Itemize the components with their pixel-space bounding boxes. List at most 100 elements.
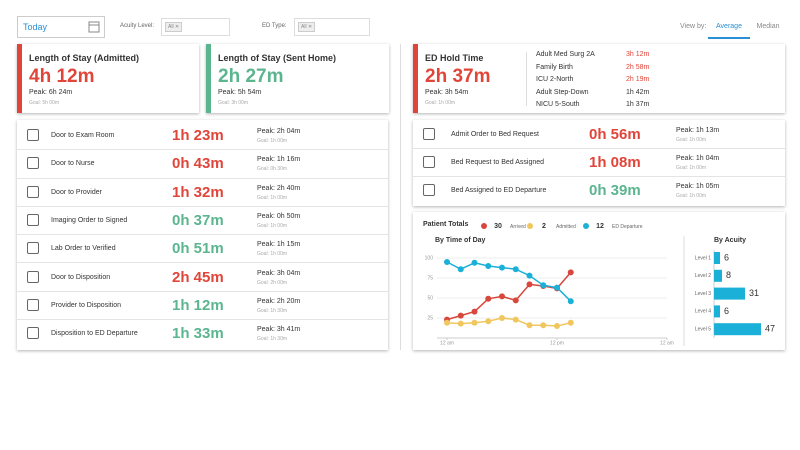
card-title: Length of Stay (Admitted) [29,53,139,63]
metric-peak: Peak: 1h 16m [257,156,301,164]
metric-peak: Peak: 2h 04m [257,128,301,136]
data-point [526,322,533,329]
y-tick-label: 25 [427,315,433,321]
card-value: 2h 37m [425,66,491,87]
metric-peak: Peak: 2h 40m [257,184,301,192]
bar [714,287,745,300]
ed-type-chip[interactable]: All ✕ [298,22,316,32]
data-point [499,264,505,271]
metric-goal: Goal: 1h 30m [257,307,288,314]
date-text: Today [23,22,48,32]
metric-icon [27,185,39,198]
metric-value: 1h 08m [589,154,641,171]
x-tick-label: 12 am [660,340,674,346]
metric-row: Bed Request to Bed Assigned 1h 08m Peak: 1… [413,149,785,177]
metric-row: Provider to Disposition 1h 12m Peak: 2h 20… [17,292,388,321]
metric-icon [27,157,39,170]
card-title: Patient Totals [423,221,469,228]
calendar-icon [88,21,100,33]
legend-count: 12 [596,223,604,230]
date-input[interactable]: Today [17,16,105,38]
data-point [457,266,464,273]
metric-label: Door to Exam Room [51,132,115,140]
acuity-chip[interactable]: All ✕ [165,22,183,32]
status-bar [17,44,22,113]
category-label: Level 2 [695,273,711,279]
metric-value: 1h 23m [172,127,224,145]
unit-value: 3h 12m [626,51,650,58]
ed-type-label: ED Type: [262,23,287,29]
card-value: 2h 27m [218,66,284,87]
metric-label: Disposition to ED Departure [51,330,138,338]
metric-icon [27,327,39,340]
metric-row: Imaging Order to Signed 0h 37m Peak: 0h 50… [17,207,388,236]
acuity-value: All [168,24,174,30]
card-value: 4h 12m [29,66,95,87]
status-bar [413,44,418,113]
metric-goal: Goal: 0h 30m [257,166,288,173]
acuity-select[interactable]: All ✕ [161,18,230,36]
metric-label: Door to Provider [51,188,102,196]
metric-goal: Goal: 2h 00m [257,279,288,286]
y-tick-label: 75 [427,275,433,281]
view-option[interactable]: Median [756,23,780,30]
data-point [485,263,492,269]
data-point [512,297,519,304]
unit-name: ICU 2-North [536,76,574,83]
card-goal: Goal: 5h 00m [29,100,60,106]
metric-goal: Goal: 1h 00m [257,194,288,201]
data-point [457,320,464,327]
divider [400,44,401,350]
legend-label: Arrived [510,224,526,230]
unit-value: 2h 19m [626,76,650,83]
unit-value: 1h 37m [626,101,650,108]
data-point [471,308,478,315]
metric-goal: Goal: 1h 00m [257,223,288,230]
metric-goal: Goal: 1h 30m [257,336,288,343]
metric-value: 0h 51m [172,240,224,258]
bar [714,323,761,336]
unit-divider [526,52,527,106]
status-bar [206,44,211,113]
metric-peak: Peak: 1h 05m [676,183,720,190]
metric-row: Door to Exam Room 1h 23m Peak: 2h 04m Goal:… [17,122,388,151]
unit-value: 1h 42m [626,88,650,96]
metric-goal: Goal: 1h 00m [676,165,707,171]
metric-value: 0h 39m [589,182,641,199]
data-point [499,315,505,321]
unit-name: Adult Med Surg 2A [536,51,595,58]
metric-value: 0h 43m [172,155,224,173]
metric-icon [423,128,435,140]
view-option[interactable]: Average [708,17,750,39]
metric-goal: Goal: 1h 00m [676,137,707,143]
metric-icon [423,184,435,196]
summary-card: ED Hold Time 2h 37m Peak: 3h 54m Goal: 1h 0… [413,44,785,113]
legend-count: 2 [542,223,546,230]
data-point [567,319,574,326]
series-line [446,261,572,302]
metric-list-card: Admit Order to Bed Request 0h 56m Peak: 1h… [413,120,785,206]
series-line [446,271,572,321]
metric-goal: Goal: 1h 00m [676,193,707,199]
metric-row: Disposition to ED Departure 1h 33m Peak: 3… [17,320,388,348]
data-point [485,295,492,302]
metric-label: Lab Order to Verified [51,245,116,253]
data-point [471,259,478,266]
metric-row: Bed Assigned to ED Departure 0h 39m Peak: … [413,177,785,205]
unit-name: Family Birth [536,63,573,71]
bar [714,269,722,282]
card-title: Length of Stay (Sent Home) [218,53,337,63]
data-label: 47 [765,324,775,334]
data-label: 6 [724,306,729,316]
data-point [540,282,547,289]
metric-peak: Peak: 1h 15m [257,241,301,249]
card-goal: Goal: 3h 00m [218,100,249,106]
metric-peak: Peak: 3h 41m [257,326,301,334]
data-point [567,298,574,305]
y-tick-label: 100 [425,255,434,261]
ed-type-select[interactable]: All ✕ [294,18,370,36]
metric-peak: Peak: 0h 50m [257,213,301,221]
metric-icon [27,129,39,142]
data-point [471,319,478,326]
